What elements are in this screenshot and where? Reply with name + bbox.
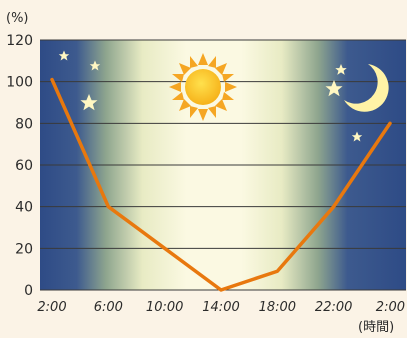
x-tick-label: 22:00 (315, 300, 352, 315)
x-tick-label: 10:00 (146, 300, 183, 315)
x-tick-label: 14:00 (202, 300, 239, 315)
grid-lines (40, 39, 406, 291)
y-tick-label: 80 (15, 116, 33, 132)
y-tick-label: 120 (6, 33, 33, 49)
y-tick-label: 0 (24, 283, 33, 299)
y-axis-unit: (%) (6, 11, 29, 26)
star-icon (351, 131, 363, 142)
x-axis-unit: (時間) (358, 320, 394, 335)
star-icon (89, 60, 101, 71)
sun-icon (169, 53, 237, 121)
star-icon (80, 94, 98, 111)
star-icon (335, 64, 347, 75)
y-tick-label: 40 (15, 200, 33, 216)
y-tick-label: 100 (6, 75, 33, 91)
x-axis-ticks: 2:00 6:00 10:00 14:00 18:00 22:00 2:00 (37, 300, 405, 315)
x-tick-label: 6:00 (94, 300, 123, 315)
x-tick-label: 18:00 (259, 300, 296, 315)
y-tick-label: 20 (15, 241, 33, 257)
y-tick-label: 60 (15, 158, 33, 174)
y-axis-ticks: 0 20 40 60 80 100 120 (6, 33, 33, 299)
star-icon (325, 80, 343, 97)
x-tick-label: 2:00 (376, 300, 405, 315)
series-line (50, 77, 392, 292)
star-icons (58, 50, 363, 142)
star-icon (58, 50, 70, 61)
x-tick-label: 2:00 (37, 300, 66, 315)
moon-icon (344, 64, 389, 112)
